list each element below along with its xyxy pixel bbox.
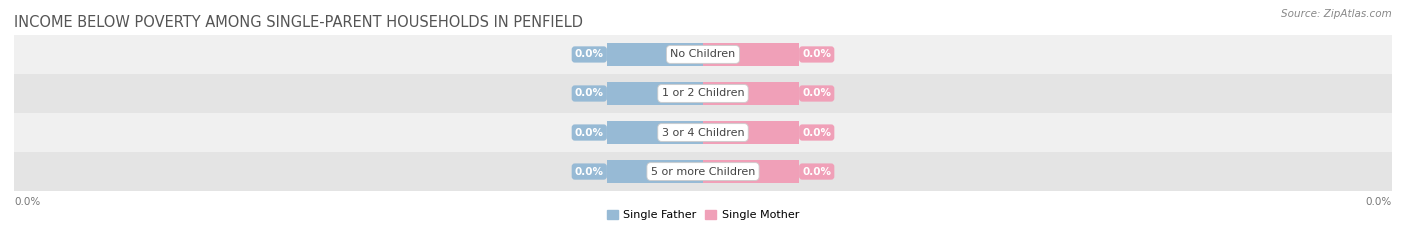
Bar bbox=[14, 74, 1392, 113]
Bar bbox=[14, 113, 1392, 152]
Bar bbox=[606, 82, 703, 105]
Bar bbox=[703, 82, 800, 105]
Text: INCOME BELOW POVERTY AMONG SINGLE-PARENT HOUSEHOLDS IN PENFIELD: INCOME BELOW POVERTY AMONG SINGLE-PARENT… bbox=[14, 15, 583, 30]
Text: 3 or 4 Children: 3 or 4 Children bbox=[662, 127, 744, 137]
Text: 0.0%: 0.0% bbox=[803, 89, 831, 99]
Text: 0.0%: 0.0% bbox=[1365, 197, 1392, 207]
Text: 5 or more Children: 5 or more Children bbox=[651, 167, 755, 177]
Text: 1 or 2 Children: 1 or 2 Children bbox=[662, 89, 744, 99]
Legend: Single Father, Single Mother: Single Father, Single Mother bbox=[602, 205, 804, 225]
Bar bbox=[703, 43, 800, 66]
Bar bbox=[703, 160, 800, 183]
Text: 0.0%: 0.0% bbox=[575, 49, 603, 59]
Bar bbox=[14, 35, 1392, 74]
Bar bbox=[703, 121, 800, 144]
Text: 0.0%: 0.0% bbox=[803, 167, 831, 177]
Text: 0.0%: 0.0% bbox=[803, 127, 831, 137]
Text: 0.0%: 0.0% bbox=[803, 49, 831, 59]
Text: 0.0%: 0.0% bbox=[575, 89, 603, 99]
Bar bbox=[14, 152, 1392, 191]
Bar bbox=[606, 121, 703, 144]
Bar bbox=[606, 160, 703, 183]
Text: 0.0%: 0.0% bbox=[575, 167, 603, 177]
Bar bbox=[606, 43, 703, 66]
Text: No Children: No Children bbox=[671, 49, 735, 59]
Text: Source: ZipAtlas.com: Source: ZipAtlas.com bbox=[1281, 9, 1392, 19]
Text: 0.0%: 0.0% bbox=[575, 127, 603, 137]
Text: 0.0%: 0.0% bbox=[14, 197, 41, 207]
